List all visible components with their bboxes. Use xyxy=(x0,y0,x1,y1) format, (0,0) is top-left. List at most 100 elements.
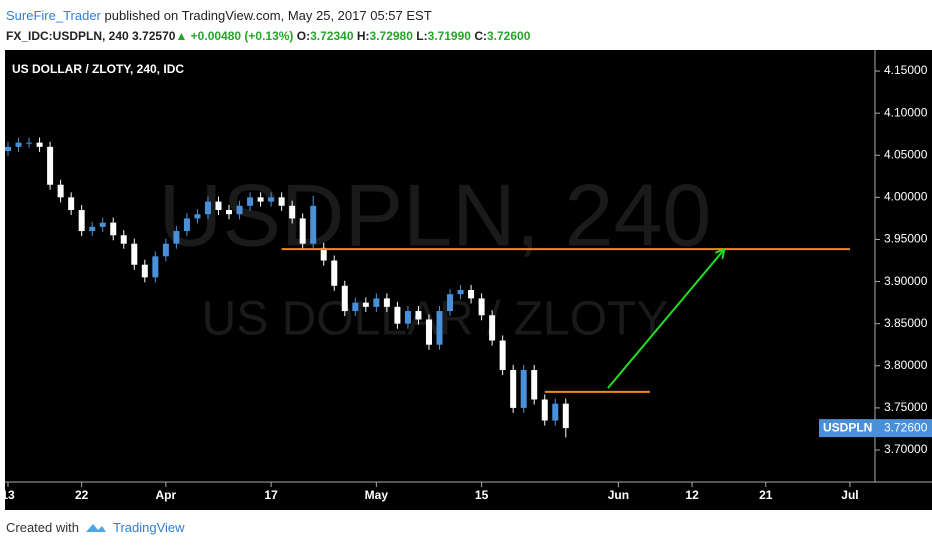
y-tick-label: 3.70000 xyxy=(884,442,928,456)
candle-body xyxy=(57,184,64,198)
y-tick-label: 4.10000 xyxy=(884,105,928,119)
candle-body xyxy=(110,222,117,236)
x-tick-label: Apr xyxy=(156,488,177,502)
candle-body xyxy=(362,302,369,307)
x-tick-label: 22 xyxy=(75,488,89,502)
last-price-name: USDPLN xyxy=(823,420,872,434)
chart-background xyxy=(5,50,932,510)
author[interactable]: SureFire_Trader xyxy=(6,8,101,23)
logo xyxy=(85,523,106,532)
y-tick-label: 4.15000 xyxy=(884,63,928,77)
candle-body xyxy=(499,340,506,370)
candle-body xyxy=(15,142,22,147)
candle-body xyxy=(268,197,275,202)
candle-body xyxy=(531,370,538,400)
candle-body xyxy=(310,205,317,244)
watermark-sub: US DOLLAR / ZLOTY xyxy=(202,293,669,346)
open: 3.72340 xyxy=(310,29,354,43)
y-tick-label: 3.90000 xyxy=(884,274,928,288)
last-price-box xyxy=(819,419,932,438)
candle-body xyxy=(404,311,411,324)
y-tick-label: 4.05000 xyxy=(884,147,928,161)
y-tick-label: 3.85000 xyxy=(884,316,928,330)
candle-body xyxy=(425,319,432,345)
x-tick-label: May xyxy=(365,488,389,502)
candle-body xyxy=(247,197,254,206)
symbol: FX_IDC:USDPLN, 240 xyxy=(6,29,129,43)
candle-body xyxy=(383,298,390,307)
x-tick-label: 12 xyxy=(685,488,699,502)
footer: Created with TradingView xyxy=(6,520,185,535)
x-tick-label: Jul xyxy=(841,488,858,502)
arrow: ▲ xyxy=(175,29,188,43)
chart-title: US DOLLAR / ZLOTY, 240, IDC xyxy=(12,62,184,76)
candle-body xyxy=(36,142,43,147)
y-tick-label: 3.80000 xyxy=(884,358,928,372)
candle-body xyxy=(141,264,148,278)
publish-line: SureFire_Trader published on TradingView… xyxy=(6,6,530,26)
candle-body xyxy=(489,315,496,341)
header: SureFire_Trader published on TradingView… xyxy=(6,6,530,46)
x-tick-label: 17 xyxy=(264,488,278,502)
created-with: Created with xyxy=(6,520,79,535)
y-tick-label: 3.75000 xyxy=(884,400,928,414)
close: 3.72600 xyxy=(486,29,531,43)
candle-body xyxy=(78,210,85,232)
candle-body xyxy=(257,197,264,202)
watermark: USDPLN, 240 xyxy=(159,165,712,264)
h-label: H: xyxy=(356,29,370,43)
candle-body xyxy=(5,146,11,152)
candle-body xyxy=(468,290,475,299)
quote-line: FX_IDC:USDPLN, 240 3.72570▲ +0.00480 (+0… xyxy=(6,26,530,46)
x-tick-label: 13 xyxy=(1,488,15,502)
o-label: O: xyxy=(296,29,311,43)
candle-body xyxy=(68,197,75,210)
candle-body xyxy=(447,294,454,312)
candle-body xyxy=(562,403,569,429)
published: published on TradingView.com, May 25, 20… xyxy=(100,8,432,23)
candle-body xyxy=(457,290,464,295)
candle-body xyxy=(320,247,327,261)
candle-body xyxy=(394,306,401,324)
brand[interactable]: TradingView xyxy=(112,520,185,535)
candle-body xyxy=(26,142,33,144)
candle-body xyxy=(552,403,559,421)
candle-body xyxy=(194,214,201,219)
candle-body xyxy=(89,226,96,232)
y-tick-label: 4.00000 xyxy=(884,190,928,204)
candle-body xyxy=(436,311,443,345)
candle-body xyxy=(278,197,285,206)
drawing-line xyxy=(607,250,724,389)
candle-body xyxy=(120,235,127,244)
candle-body xyxy=(204,201,211,215)
candle-body xyxy=(289,205,296,219)
candle-body xyxy=(47,146,54,185)
y-tick-label: 3.95000 xyxy=(884,232,928,246)
candle-body xyxy=(478,298,485,316)
price: 3.72570 xyxy=(132,29,176,43)
candle-body xyxy=(299,218,306,244)
x-tick-label: 21 xyxy=(759,488,773,502)
candle-body xyxy=(173,231,180,244)
candle-body xyxy=(226,210,233,215)
candle-body xyxy=(152,256,159,278)
chart: USDPLN, 240 US DOLLAR / ZLOTY US DOLLAR … xyxy=(1,50,932,510)
high: 3.72980 xyxy=(369,29,413,43)
candle-body xyxy=(352,302,359,312)
x-tick-label: 15 xyxy=(475,488,489,502)
c-label: C: xyxy=(474,29,487,43)
l-label: L: xyxy=(416,29,428,43)
candle-body xyxy=(236,205,243,215)
candle-body xyxy=(215,201,222,210)
candle-body xyxy=(541,399,548,421)
candle-body xyxy=(162,243,169,257)
candle-body xyxy=(510,370,517,408)
candle-body xyxy=(331,260,338,286)
candle-body xyxy=(520,370,527,408)
candle-body xyxy=(99,222,106,227)
candle-body xyxy=(183,218,190,232)
x-tick-label: Jun xyxy=(608,488,629,502)
candle-body xyxy=(373,298,380,307)
candle-body xyxy=(415,311,422,320)
